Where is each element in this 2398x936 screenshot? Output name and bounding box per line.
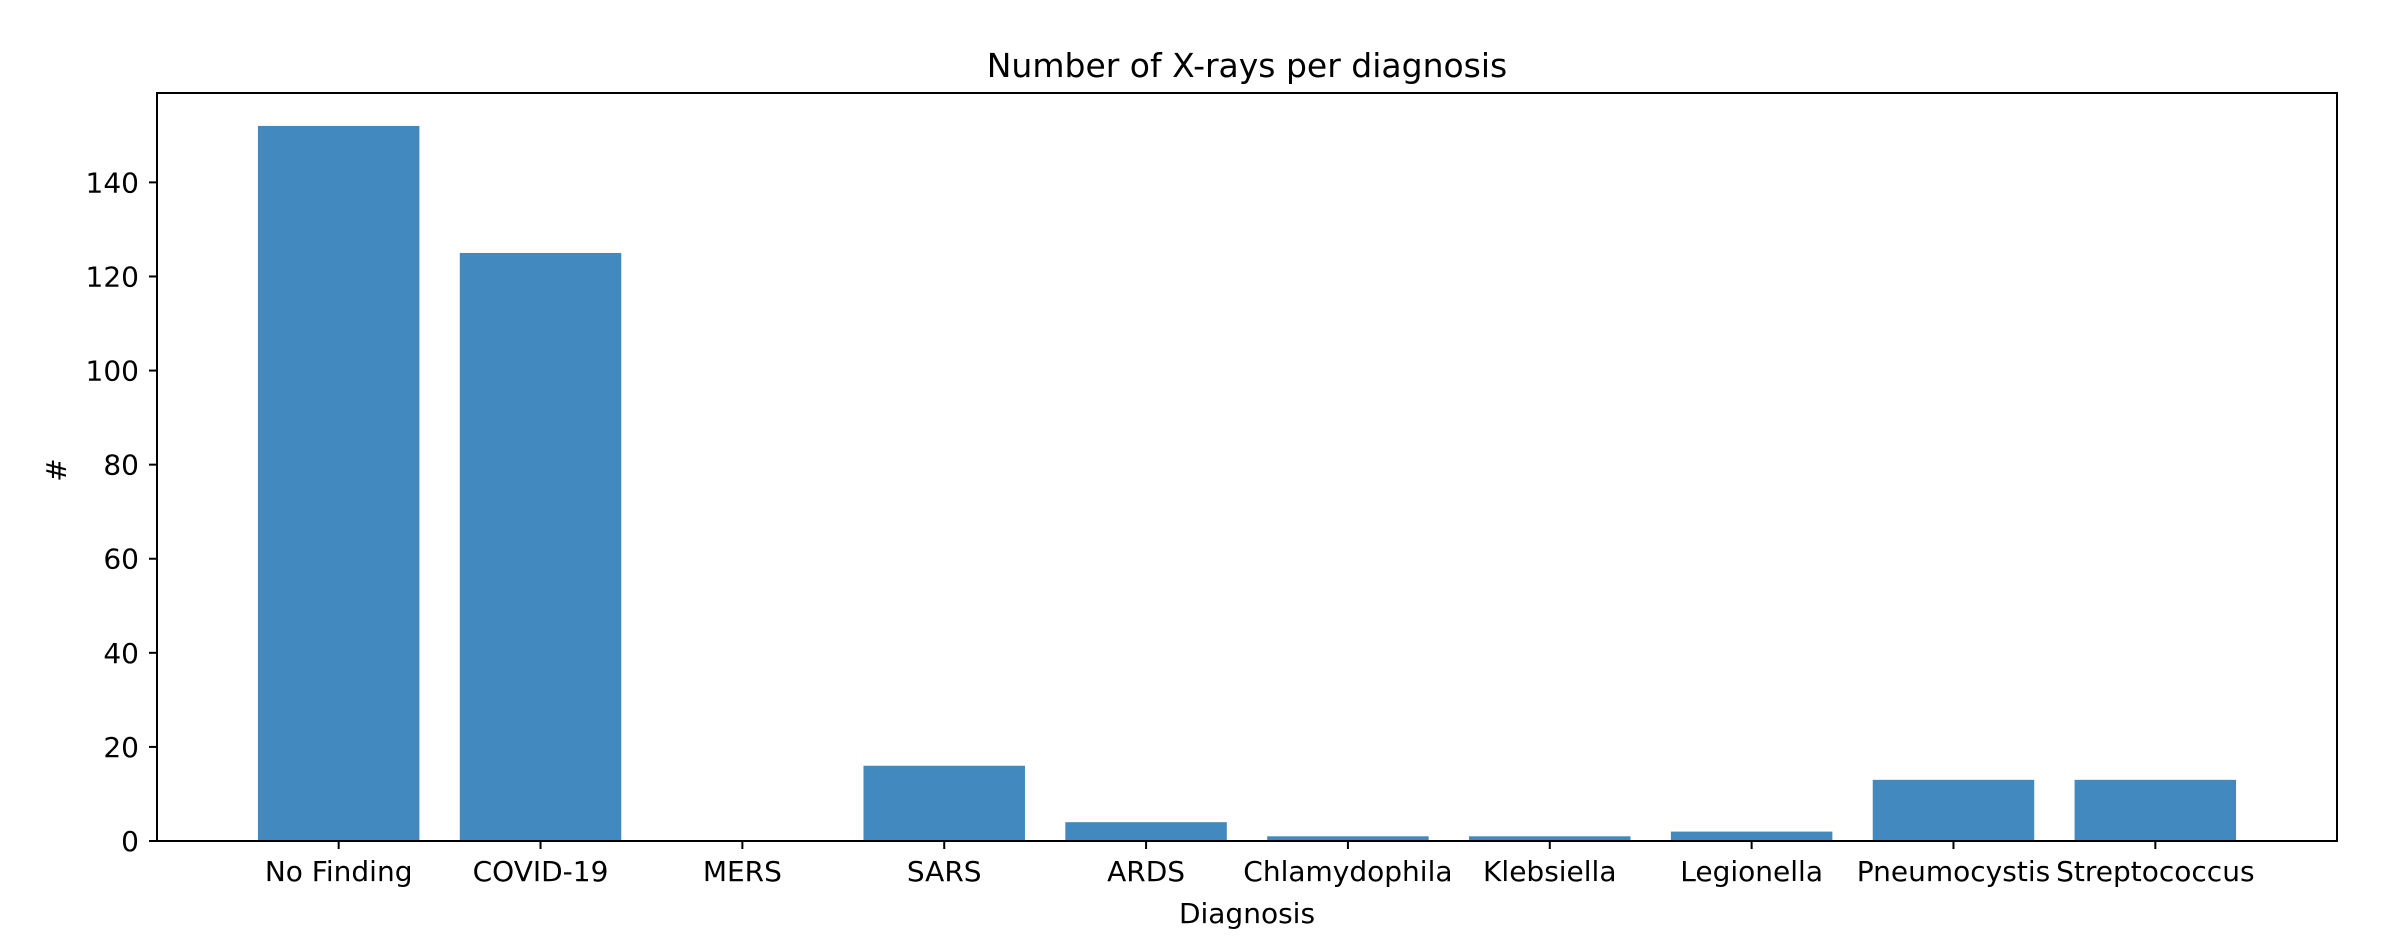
y-axis: 0 20 40 60 80 100 120 140 [86, 166, 157, 858]
x-tick-label: SARS [907, 855, 982, 888]
bar-sars [863, 765, 1025, 841]
y-tick-label: 140 [86, 166, 139, 199]
x-tick-label: Chlamydophila [1243, 855, 1452, 888]
plot-area [257, 125, 2237, 842]
y-tick-label: 60 [103, 543, 139, 576]
x-axis-label: Diagnosis [1179, 897, 1315, 930]
y-tick-label: 80 [103, 449, 139, 482]
x-tick-label: Klebsiella [1483, 855, 1616, 888]
y-tick-label: 20 [103, 731, 139, 764]
x-tick-label: MERS [703, 855, 782, 888]
x-tick-label: ARDS [1107, 855, 1185, 888]
bar-covid-19 [459, 252, 622, 841]
bar-no-finding [257, 125, 420, 842]
y-tick-label: 0 [121, 825, 139, 858]
x-tick-label: Pneumocystis [1857, 855, 2050, 888]
bar-legionella [1670, 831, 1833, 841]
bar-chlamydophila [1267, 836, 1429, 841]
plot-frame [156, 92, 2338, 842]
x-tick-label: Legionella [1680, 855, 1823, 888]
y-tick-label: 40 [103, 637, 139, 670]
x-tick-label: No Finding [265, 855, 413, 888]
bar-streptococcus [2074, 779, 2237, 841]
y-axis-label: # [40, 458, 73, 481]
y-tick-label: 100 [86, 355, 139, 388]
x-tick-label: COVID-19 [473, 855, 609, 888]
y-tick-label: 120 [86, 260, 139, 293]
bar-pneumocystis [1872, 779, 2035, 841]
x-axis: No Finding COVID-19 MERS SARS ARDS Chlamydoph… [265, 841, 2255, 888]
bar-ards [1065, 822, 1227, 841]
x-tick-label: Streptococcus [2056, 855, 2254, 888]
chart-title: Number of X-rays per diagnosis [987, 46, 1507, 85]
bar-klebsiella [1469, 836, 1631, 841]
